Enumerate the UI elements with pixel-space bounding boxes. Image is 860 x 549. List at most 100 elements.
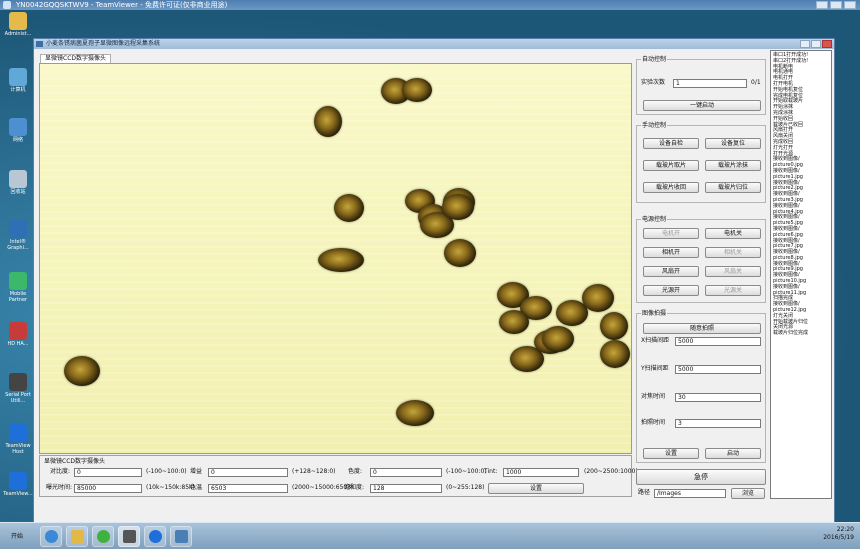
taskbar-media[interactable] [92, 526, 114, 547]
taskbar-network[interactable] [170, 526, 192, 547]
spore [556, 300, 588, 326]
one-click-start-button[interactable]: 一键启动 [643, 100, 761, 111]
gain-input[interactable]: 0 [208, 468, 288, 477]
x-spacing-input[interactable]: 5000 [675, 337, 761, 346]
contrast-range: (-100~100:0) [146, 468, 187, 475]
system-tray[interactable]: 22:20 2016/5/19 [823, 526, 854, 542]
manual-control-button[interactable]: 载玻片涂抹 [705, 160, 761, 171]
camera-settings-panel: 显微镜CCD数字摄像头 对比度: 0 (-100~100:0) 增益 0 (+1… [39, 455, 638, 497]
manual-control-button[interactable]: 载玻片归位 [705, 182, 761, 193]
manual-control-group: 手动控制 设备自检 设备复位 载玻片取片 载玻片涂抹 载玻片收回 载玻片归位 [636, 122, 766, 203]
exposure-range: (10k~150k:85k) [146, 484, 195, 491]
window-maximize-icon[interactable] [811, 40, 821, 48]
log-entry: 灯光打开 [773, 144, 794, 151]
taskbar-explorer[interactable] [66, 526, 88, 547]
tint-label: Tint: [484, 468, 498, 475]
manual-control-button[interactable]: 载玻片取片 [643, 160, 699, 171]
power-control-button[interactable]: 风扇开 [643, 266, 699, 277]
path-input[interactable]: /Images [654, 489, 726, 498]
log-entry: 灯光关闭 [773, 312, 794, 319]
emergency-stop-button[interactable]: 急停 [636, 469, 766, 485]
desktop-icon[interactable]: TeamView Host [2, 424, 34, 455]
desktop-shortcut-icon [9, 220, 27, 238]
hue-input[interactable]: 6503 [208, 484, 288, 493]
log-entry: 电机断电 [773, 63, 794, 70]
runs-progress: 0/1 [751, 79, 761, 86]
desktop-shortcut-icon [9, 68, 27, 86]
power-control-button[interactable]: 电机开 [643, 228, 699, 239]
desktop-icon[interactable]: 回收站 [2, 170, 34, 195]
log-entry: picture0.jpg [773, 162, 803, 169]
log-entry: 完成收回 [773, 138, 794, 145]
browse-button[interactable]: 浏览 [731, 488, 765, 499]
image-capture-group: 图像拍摄 随意拍照 X扫描间距 5000 Y扫描间距 5000 对焦时间 30 … [636, 310, 766, 463]
saturation-input[interactable]: 128 [370, 484, 442, 493]
log-entry: picture12.jpg [773, 307, 807, 314]
spore [64, 356, 100, 386]
runs-input[interactable]: 1 [673, 79, 747, 88]
log-entry: 载玻片已收回 [773, 121, 804, 128]
random-capture-button[interactable]: 随意拍照 [643, 323, 761, 334]
focus-time-input[interactable]: 30 [675, 393, 761, 402]
app-window: 小麦条锈病菌夏孢子显微图像远程采集系统 显微镜CCD数字摄像头 显微镜CCD数字… [33, 38, 835, 530]
desktop-icon[interactable]: HD HA... [2, 322, 34, 347]
log-entry: 打开光源 [773, 150, 794, 157]
power-control-button[interactable]: 相机开 [643, 247, 699, 258]
power-control-button[interactable]: 光源开 [643, 285, 699, 296]
window-close-icon[interactable] [822, 40, 832, 48]
start-button[interactable]: 开始 [10, 533, 23, 540]
contrast-input[interactable]: 0 [74, 468, 142, 477]
taskbar-ie[interactable] [40, 526, 62, 547]
capture-set-button[interactable]: 设置 [643, 448, 699, 459]
exposure-label: 曝光时间: [46, 484, 73, 491]
desktop-shortcut-icon [9, 472, 27, 490]
log-entry: 打开电机 [773, 80, 794, 87]
desktop-shortcut-icon [9, 424, 27, 442]
brightness-range: (-100~100:0) [446, 468, 487, 475]
power-control-button[interactable]: 光源关 [705, 285, 761, 296]
desktop-icon-label: TeamView Host [5, 443, 31, 455]
desktop-icon[interactable]: TeamView... [2, 472, 34, 497]
taskbar-app[interactable] [118, 526, 140, 547]
log-entry: picture1.jpg [773, 173, 803, 180]
capture-time-label: 拍照时间 [641, 419, 666, 426]
power-control-button[interactable]: 风扇关 [705, 266, 761, 277]
maximize-icon[interactable] [830, 1, 842, 9]
clock-date: 2016/5/19 [823, 534, 854, 541]
path-label: 路径 [638, 489, 651, 496]
camera-apply-button[interactable]: 设置 [488, 483, 584, 494]
manual-control-button[interactable]: 设备复位 [705, 138, 761, 149]
brightness-input[interactable]: 0 [370, 468, 442, 477]
minimize-icon[interactable] [816, 1, 828, 9]
log-entry: 开始取载玻片 [773, 98, 804, 105]
desktop-icon[interactable]: 网络 [2, 118, 34, 143]
log-entry: 串口2打开成功! [773, 57, 809, 64]
hue-label: 色温 [190, 484, 203, 491]
desktop-icon[interactable]: Administ... [2, 12, 34, 37]
manual-control-button[interactable]: 设备自检 [643, 138, 699, 149]
desktop-icon-label: 网络 [12, 137, 23, 143]
manual-control-button[interactable]: 载玻片收回 [643, 182, 699, 193]
auto-control-title: 自动控制 [641, 56, 668, 63]
exposure-input[interactable]: 85000 [74, 484, 142, 493]
remote-title: YN0042GQQSKTWV9 - TeamViewer - 免费许可证(仅非商… [16, 1, 228, 9]
capture-time-input[interactable]: 3 [675, 419, 761, 428]
y-spacing-input[interactable]: 5000 [675, 365, 761, 374]
capture-run-button[interactable]: 启动 [705, 448, 761, 459]
power-control-button[interactable]: 相机关 [705, 247, 761, 258]
desktop-icon[interactable]: Serial Port Utili... [2, 373, 34, 404]
log-list[interactable]: 串口1打开成功! 串口2打开成功! 电机断电 电机通电 电机打开 打开电机 开始电机复位 完成… [770, 50, 832, 499]
power-control-button[interactable]: 电机关 [705, 228, 761, 239]
desktop-icon[interactable]: 计算机 [2, 68, 34, 93]
close-icon[interactable] [844, 1, 856, 9]
desktop-icon[interactable]: Intel® Graphi... [2, 220, 34, 251]
focus-time-label: 对焦时间 [641, 393, 666, 400]
desktop-icon[interactable]: Mobile Partner [2, 272, 34, 303]
log-entry: 开始电机复位 [773, 86, 804, 93]
window-minimize-icon[interactable] [800, 40, 810, 48]
taskbar-teamviewer[interactable] [144, 526, 166, 547]
tint-input[interactable]: 1000 [503, 468, 579, 477]
gain-range: (+128~128:0) [292, 468, 336, 475]
tab-camera[interactable]: 显微镜CCD数字摄像头 [40, 54, 111, 63]
runs-label: 实验次数 [641, 79, 666, 86]
